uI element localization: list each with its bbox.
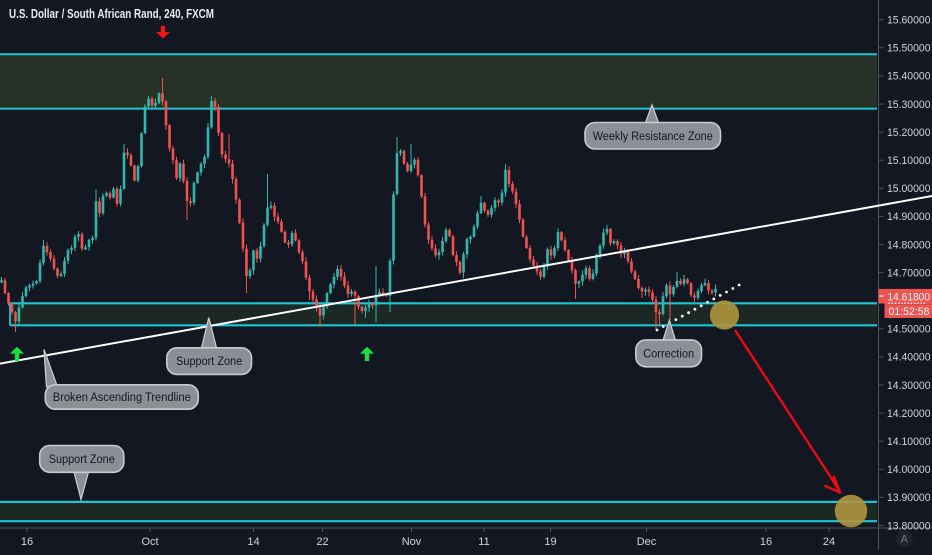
svg-text:Support Zone: Support Zone xyxy=(176,356,242,368)
svg-text:13.80000: 13.80000 xyxy=(887,520,931,532)
svg-text:14.20000: 14.20000 xyxy=(887,408,931,420)
svg-text:Weekly Resistance Zone: Weekly Resistance Zone xyxy=(593,131,713,143)
svg-text:15.40000: 15.40000 xyxy=(887,71,931,83)
svg-text:15.60000: 15.60000 xyxy=(887,15,931,27)
svg-text:11: 11 xyxy=(478,536,489,548)
svg-text:14.61800: 14.61800 xyxy=(888,291,931,303)
svg-text:Nov: Nov xyxy=(402,536,422,548)
svg-text:14.50000: 14.50000 xyxy=(887,324,931,336)
svg-text:Support Zone: Support Zone xyxy=(49,454,115,466)
svg-text:14.40000: 14.40000 xyxy=(887,352,931,364)
svg-text:22: 22 xyxy=(316,536,328,548)
svg-text:15.50000: 15.50000 xyxy=(887,43,931,55)
svg-text:14.70000: 14.70000 xyxy=(887,267,931,279)
svg-text:01:52:58: 01:52:58 xyxy=(889,306,930,318)
svg-text:15.10000: 15.10000 xyxy=(887,155,931,167)
svg-text:14.00000: 14.00000 xyxy=(887,464,931,476)
svg-text:A: A xyxy=(901,534,909,546)
svg-text:Dec: Dec xyxy=(637,536,657,548)
svg-text:15.20000: 15.20000 xyxy=(887,127,931,139)
svg-text:16: 16 xyxy=(21,536,33,548)
svg-text:16: 16 xyxy=(760,536,772,548)
svg-text:14: 14 xyxy=(247,536,259,548)
svg-text:Oct: Oct xyxy=(141,536,158,548)
svg-text:Broken Ascending Trendline: Broken Ascending Trendline xyxy=(53,392,191,404)
svg-text:15.00000: 15.00000 xyxy=(887,183,931,195)
svg-text:14.80000: 14.80000 xyxy=(887,239,931,251)
svg-text:15.30000: 15.30000 xyxy=(887,99,931,111)
svg-text:24: 24 xyxy=(823,536,835,548)
svg-text:19: 19 xyxy=(544,536,556,548)
svg-text:14.90000: 14.90000 xyxy=(887,211,931,223)
svg-text:Correction: Correction xyxy=(643,348,694,360)
svg-text:14.30000: 14.30000 xyxy=(887,380,931,392)
svg-text:U.S. Dollar / South African Ra: U.S. Dollar / South African Rand, 240, F… xyxy=(9,7,214,21)
svg-text:14.10000: 14.10000 xyxy=(887,436,931,448)
svg-text:13.90000: 13.90000 xyxy=(887,492,931,504)
